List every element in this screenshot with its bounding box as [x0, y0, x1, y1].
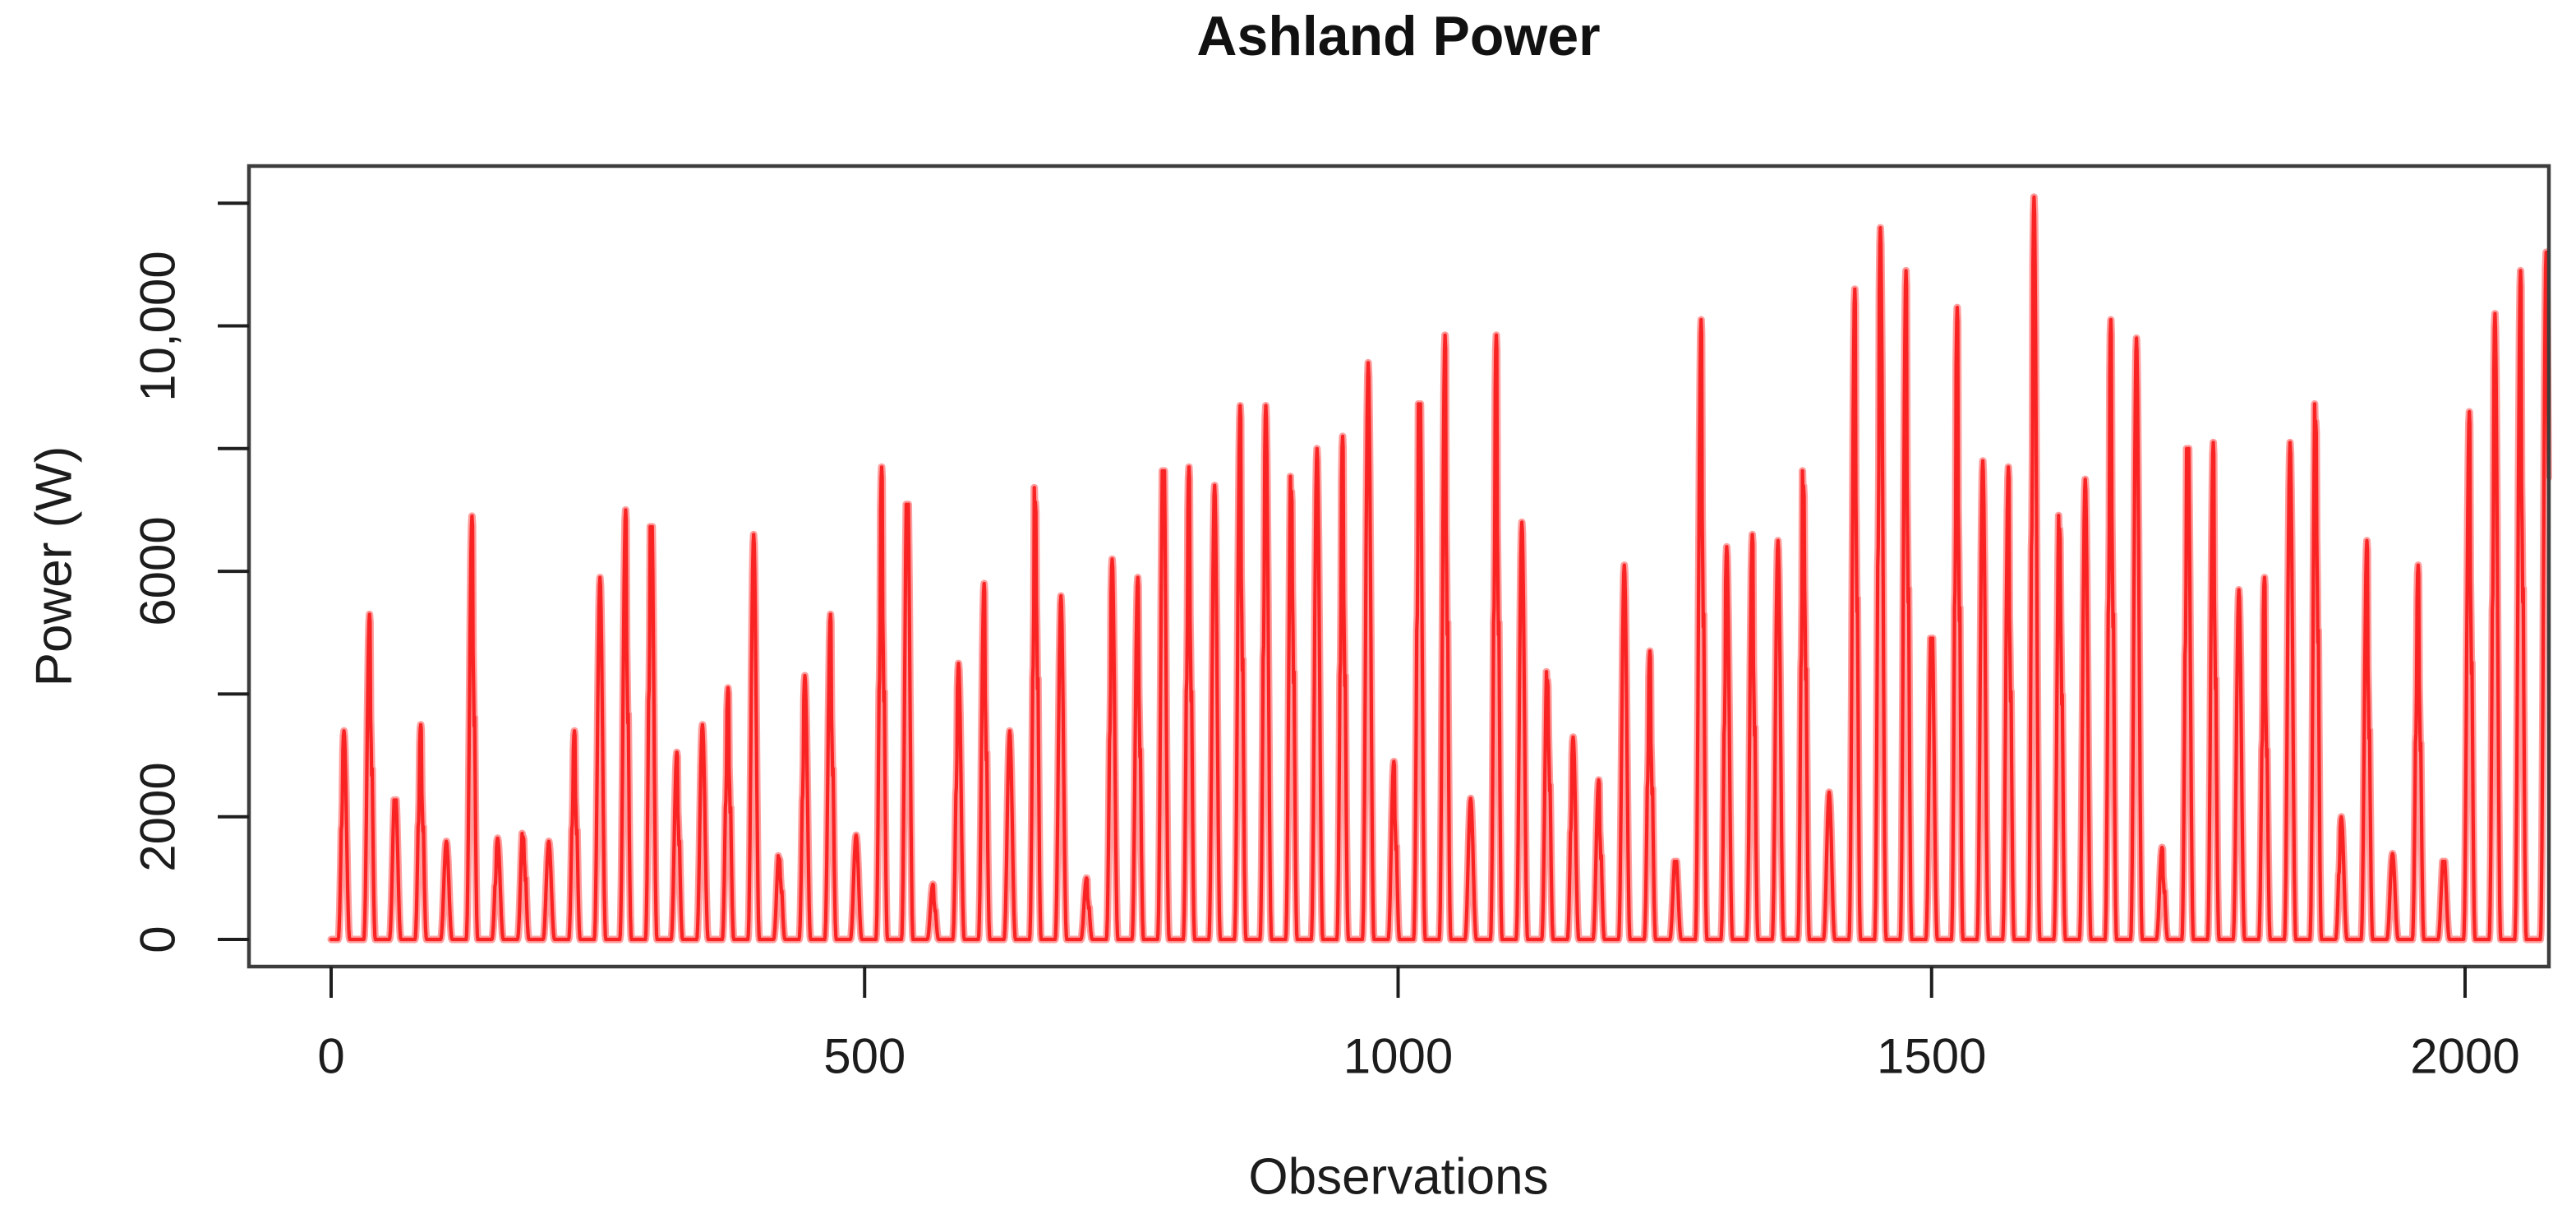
y-tick-label: 10,000	[130, 250, 186, 402]
x-tick-label: 1000	[1343, 1028, 1454, 1084]
y-tick-label: 2000	[130, 761, 186, 872]
x-tick-label: 0	[317, 1028, 345, 1084]
y-tick-label: 0	[130, 925, 186, 953]
x-axis-title: Observations	[1248, 1148, 1549, 1206]
x-tick-label: 500	[823, 1028, 906, 1084]
y-tick-label: 6000	[130, 516, 186, 626]
x-tick-label: 2000	[2410, 1028, 2520, 1084]
x-tick-label: 1500	[1877, 1028, 1987, 1084]
y-axis-title: Power (W)	[25, 445, 83, 687]
chart-title: Ashland Power	[1196, 5, 1601, 67]
power-series-line	[329, 195, 2551, 942]
